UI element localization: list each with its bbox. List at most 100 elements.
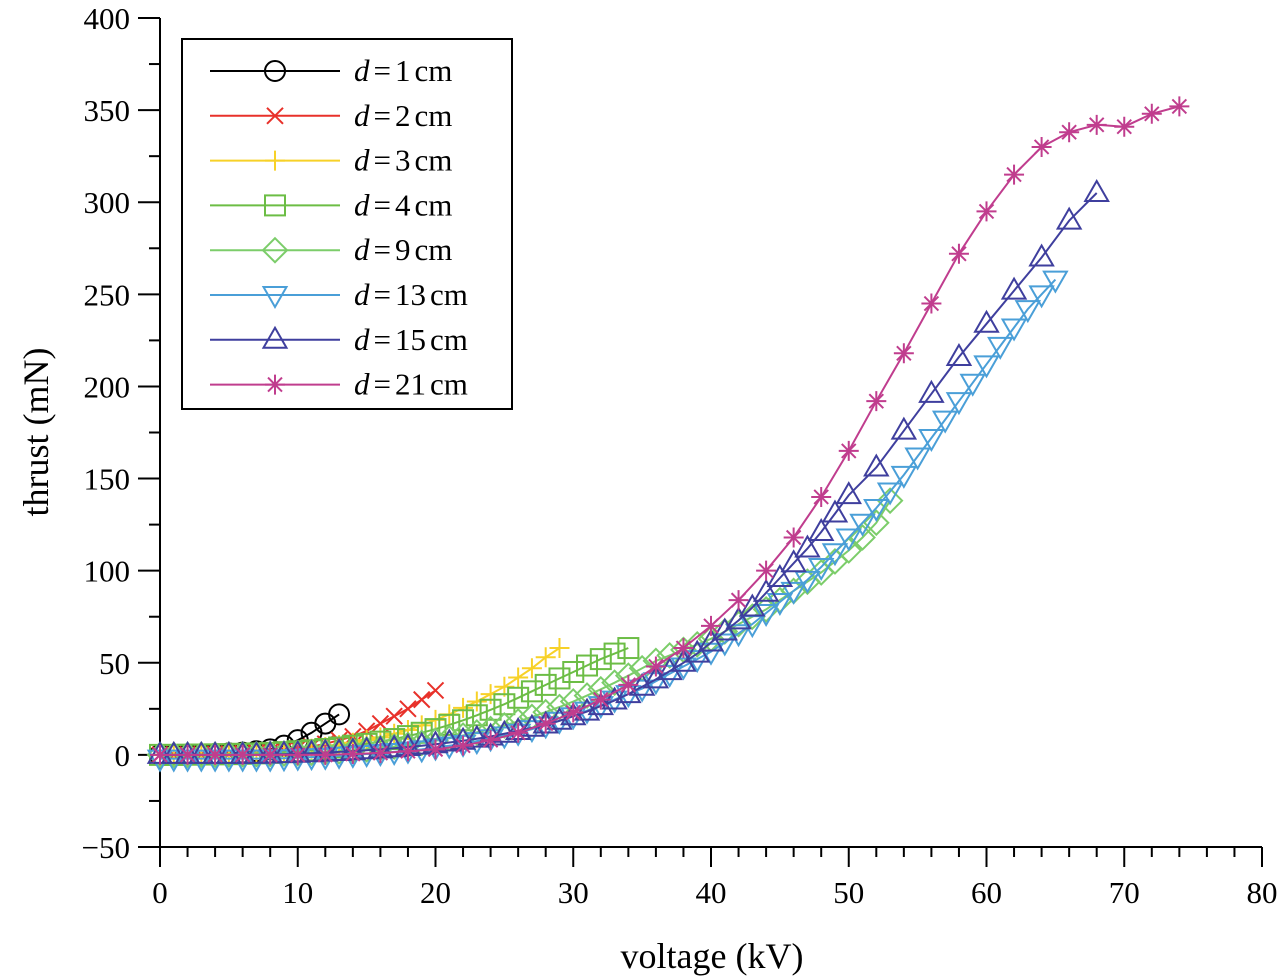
- data-point-d-13-cm: [945, 392, 973, 416]
- data-point-d-21-cm: [811, 486, 832, 507]
- data-point-d-15-cm: [642, 665, 670, 689]
- data-point-d-13-cm: [325, 746, 353, 770]
- legend-marker-icon: [265, 150, 285, 171]
- data-point-d-13-cm: [160, 749, 188, 773]
- y-tick-label: 250: [84, 277, 131, 312]
- data-point-d-9-cm: [738, 603, 766, 631]
- legend-label: d = 15 cm: [354, 322, 468, 357]
- data-point-d-21-cm: [232, 744, 253, 765]
- legend-entry-d-9-cm: d = 9 cm: [210, 232, 452, 267]
- data-point-d-9-cm: [849, 524, 876, 551]
- data-point-d-9-cm: [862, 509, 890, 537]
- data-point-d-13-cm: [1028, 285, 1055, 309]
- y-tick-label: 300: [84, 185, 131, 220]
- data-point-d-15-cm: [711, 617, 739, 641]
- data-point-d-21-cm: [618, 674, 639, 695]
- x-tick-label: 50: [833, 875, 864, 910]
- series-line-d-4-cm: [160, 647, 629, 756]
- y-tick-label: −50: [82, 830, 130, 865]
- data-point-d-13-cm: [794, 570, 821, 594]
- data-point-d-3-cm: [466, 691, 487, 712]
- data-point-d-4-cm: [479, 698, 502, 721]
- data-point-d-13-cm: [1042, 270, 1069, 294]
- data-point-d-4-cm: [562, 660, 585, 683]
- data-point-d-15-cm: [863, 453, 890, 477]
- data-point-d-3-cm: [521, 658, 542, 679]
- data-point-d-4-cm: [438, 713, 461, 736]
- data-point-d-2-cm: [385, 707, 403, 725]
- data-point-d-13-cm: [298, 748, 325, 772]
- legend-label: d = 13 cm: [354, 277, 468, 312]
- legend-entry-d-3-cm: d = 3 cm: [210, 143, 452, 178]
- data-point-d-21-cm: [535, 713, 556, 734]
- x-tick-label: 60: [971, 875, 1002, 910]
- data-point-d-15-cm: [794, 534, 821, 558]
- data-point-d-13-cm: [835, 528, 862, 552]
- data-point-d-13-cm: [1000, 318, 1028, 342]
- data-point-d-21-cm: [150, 744, 170, 765]
- data-point-d-2-cm: [413, 690, 431, 709]
- data-point-d-21-cm: [921, 293, 942, 314]
- data-point-d-13-cm: [876, 482, 904, 506]
- legend-label: d = 1 cm: [354, 53, 452, 88]
- x-tick-label: 20: [420, 875, 451, 910]
- legend-box: [181, 38, 513, 410]
- data-point-d-21-cm: [590, 689, 611, 710]
- data-point-d-4-cm: [589, 648, 612, 671]
- legend-marker-icon: [266, 107, 284, 125]
- legend-entry-d-2-cm: d = 2 cm: [210, 98, 452, 133]
- data-point-d-15-cm: [1083, 179, 1110, 203]
- data-point-d-21-cm: [838, 440, 859, 461]
- data-point-d-9-cm: [463, 718, 491, 746]
- legend-entry-d-4-cm: d = 4 cm: [210, 187, 452, 222]
- legend-label: d = 3 cm: [354, 143, 452, 178]
- y-tick-label: 400: [84, 1, 131, 36]
- data-point-d-15-cm: [683, 639, 711, 663]
- data-point-d-15-cm: [436, 728, 463, 752]
- data-point-d-15-cm: [918, 379, 945, 403]
- legend-entry-d-21-cm: d = 21 cm: [210, 367, 468, 402]
- data-point-d-15-cm: [821, 499, 849, 523]
- data-point-d-15-cm: [601, 686, 628, 710]
- data-point-d-15-cm: [1000, 276, 1028, 300]
- y-tick-label: 50: [99, 646, 130, 681]
- data-point-d-3-cm: [453, 697, 474, 718]
- data-point-d-15-cm: [739, 593, 766, 617]
- data-point-d-4-cm: [548, 667, 571, 690]
- data-point-d-4-cm: [507, 686, 530, 709]
- legend: d = 1 cm d = 2 cm d = 3 cm d = 4 cm d = 9 cm d = 13 cm d = 15 cm d = 2…: [181, 38, 513, 410]
- data-point-d-15-cm: [408, 731, 435, 755]
- data-point-d-15-cm: [973, 309, 1000, 333]
- data-point-d-15-cm: [835, 481, 862, 505]
- data-point-d-15-cm: [270, 740, 298, 764]
- data-point-d-15-cm: [1055, 206, 1083, 230]
- data-point-d-21-cm: [260, 744, 281, 765]
- data-point-d-13-cm: [766, 592, 794, 616]
- x-axis-title: voltage (kV): [621, 936, 804, 976]
- legend-marker-icon: [264, 194, 286, 217]
- data-point-d-13-cm: [780, 581, 807, 605]
- y-tick-label: 0: [115, 738, 131, 773]
- y-axis-title: thrust (mN): [16, 348, 56, 517]
- data-point-d-15-cm: [780, 549, 807, 573]
- axes: −50 0 50 100 150 200 250 300 350 400 0 10 20 30 40 50 60…: [82, 1, 1278, 910]
- data-point-d-15-cm: [725, 606, 752, 630]
- data-point-d-13-cm: [1014, 300, 1042, 324]
- data-point-d-15-cm: [890, 416, 918, 440]
- data-point-d-21-cm: [1114, 116, 1135, 137]
- y-tick-label: 100: [84, 554, 131, 589]
- data-point-d-13-cm: [270, 749, 298, 773]
- x-tick-label: 80: [1247, 875, 1278, 910]
- legend-marker-icon: [264, 60, 286, 82]
- data-point-d-13-cm: [821, 543, 849, 567]
- data-point-d-21-cm: [948, 243, 969, 264]
- data-point-d-13-cm: [987, 336, 1014, 360]
- data-point-d-2-cm: [426, 681, 445, 700]
- data-point-d-21-cm: [645, 656, 666, 677]
- data-point-d-21-cm: [342, 743, 363, 764]
- data-point-d-9-cm: [725, 610, 752, 638]
- legend-marker-icon: [261, 325, 289, 349]
- data-point-d-4-cm: [520, 680, 543, 703]
- data-point-d-21-cm: [866, 391, 887, 412]
- data-point-d-9-cm: [573, 682, 601, 709]
